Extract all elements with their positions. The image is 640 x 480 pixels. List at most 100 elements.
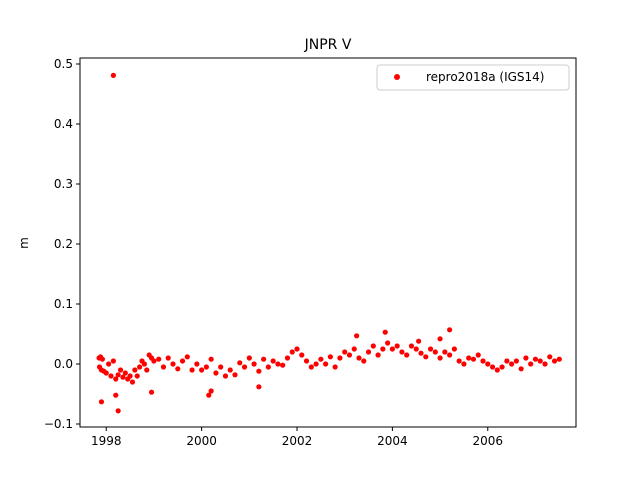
data-point <box>423 354 429 360</box>
data-point <box>432 349 438 355</box>
y-tick-label: 0.1 <box>54 297 73 311</box>
legend: repro2018a (IGS14) <box>376 64 570 91</box>
data-point <box>318 356 324 362</box>
data-point <box>447 352 453 358</box>
data-point <box>132 367 138 373</box>
data-point <box>256 384 262 390</box>
data-point <box>127 373 133 379</box>
data-point <box>489 364 496 370</box>
data-point <box>122 370 128 376</box>
data-point <box>327 354 333 360</box>
data-point <box>494 367 500 373</box>
data-point <box>427 346 434 352</box>
data-point <box>532 356 539 362</box>
data-point <box>437 355 443 361</box>
data-point <box>447 327 453 333</box>
data-point <box>375 352 381 358</box>
data-point <box>129 379 136 385</box>
data-point <box>170 361 176 367</box>
data-point <box>342 349 348 355</box>
data-point <box>485 361 491 367</box>
data-point <box>141 361 147 367</box>
data-point <box>416 338 422 344</box>
data-point <box>99 356 106 362</box>
y-tick-label: 0.0 <box>54 357 73 371</box>
data-point <box>113 376 119 382</box>
x-tick-label: 1998 <box>91 434 122 448</box>
data-point <box>518 366 524 372</box>
data-point <box>356 355 362 361</box>
data-point <box>303 358 310 364</box>
data-point <box>475 352 481 358</box>
data-point <box>284 355 291 361</box>
data-point <box>232 372 238 378</box>
data-point <box>537 358 543 364</box>
data-point <box>189 367 195 373</box>
x-tick-label: 2004 <box>377 434 408 448</box>
data-point <box>399 349 405 355</box>
data-point <box>513 358 519 364</box>
data-point <box>294 346 300 352</box>
data-point <box>480 358 486 364</box>
data-point <box>337 355 343 361</box>
data-point <box>389 346 395 352</box>
data-point <box>179 358 186 364</box>
data-point <box>413 346 419 352</box>
data-point <box>246 355 252 361</box>
data-point <box>380 346 386 352</box>
data-point <box>370 343 376 349</box>
data-point <box>289 349 295 355</box>
x-tick-label: 2002 <box>282 434 313 448</box>
data-point <box>509 361 515 367</box>
data-point <box>148 389 155 395</box>
data-point <box>222 373 229 379</box>
data-point <box>117 367 124 373</box>
data-point <box>313 361 319 367</box>
data-point <box>218 364 224 370</box>
data-point <box>365 349 372 355</box>
data-point <box>98 399 105 405</box>
data-point <box>382 329 388 335</box>
data-point <box>351 346 357 352</box>
legend-label: repro2018a (IGS14) <box>426 70 544 84</box>
y-tick-label: 0.5 <box>54 57 73 71</box>
data-point <box>499 364 505 370</box>
data-point <box>113 392 119 398</box>
y-axis-label: m <box>17 237 31 249</box>
data-point <box>206 392 212 398</box>
y-tick-label: 0.3 <box>54 177 73 191</box>
data-point <box>456 358 462 364</box>
y-axis: −0.1 0.0 0.1 0.2 0.3 0.4 0.5 <box>44 57 80 431</box>
data-point <box>251 361 257 367</box>
data-point <box>461 361 467 367</box>
data-point <box>151 358 157 364</box>
data-point <box>106 361 112 367</box>
data-point <box>451 346 457 352</box>
data-point <box>241 364 248 370</box>
data-point <box>115 372 121 378</box>
data-point <box>551 358 558 364</box>
data-point <box>156 356 162 362</box>
data-point <box>208 388 214 394</box>
data-point <box>361 358 367 364</box>
data-point <box>385 340 391 346</box>
data-point <box>265 364 271 370</box>
y-tick-label: 0.2 <box>54 237 73 251</box>
data-point <box>165 355 171 361</box>
data-point <box>103 370 109 376</box>
data-point <box>408 343 415 349</box>
data-point <box>442 349 448 355</box>
data-point <box>332 364 338 370</box>
data-point <box>199 367 205 373</box>
data-point <box>134 373 140 379</box>
data-point <box>203 364 209 370</box>
data-point <box>275 361 281 367</box>
data-point <box>280 362 286 368</box>
y-tick-label: 0.4 <box>54 117 73 131</box>
data-points <box>96 72 562 414</box>
data-point <box>470 356 477 362</box>
data-point <box>466 355 472 361</box>
x-tick-label: 2006 <box>472 434 503 448</box>
data-point <box>256 368 262 374</box>
